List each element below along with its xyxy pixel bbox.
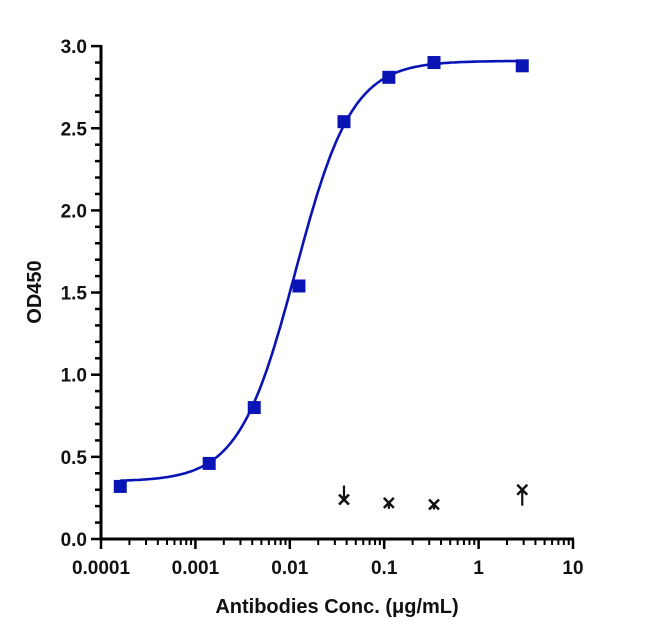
y-tick-label: 2.5 — [61, 119, 88, 140]
data-point-square — [337, 115, 351, 129]
x-tick-label: 0.1 — [371, 558, 398, 579]
data-point-square — [247, 401, 261, 415]
data-point-x — [382, 496, 395, 509]
data-points-control — [338, 483, 529, 511]
y-tick-label: 3.0 — [61, 37, 87, 58]
x-axis-title: Antibodies Conc. (μg/mL) — [215, 596, 458, 618]
y-tick-label: 2.0 — [61, 201, 87, 222]
data-points-antibody — [113, 56, 529, 493]
data-point-x — [338, 485, 350, 506]
data-point-x — [516, 483, 529, 506]
x-tick-label: 0.001 — [172, 558, 220, 579]
x-tick-label: 0.01 — [271, 558, 308, 579]
y-axis-tick-labels: 0.0 0.5 1.0 1.5 2.0 2.5 3.0 — [61, 37, 88, 551]
y-tick-label: 0.0 — [61, 530, 87, 551]
data-point-square — [292, 279, 306, 293]
fit-curve — [120, 59, 523, 482]
data-point-square — [382, 70, 396, 84]
data-point-square — [202, 456, 216, 470]
data-point-square — [515, 59, 529, 73]
x-tick-label: 1 — [473, 558, 484, 579]
y-tick-label: 0.5 — [61, 448, 88, 469]
data-point-square — [113, 479, 127, 493]
y-tick-label: 1.5 — [61, 284, 88, 305]
data-point-square — [427, 56, 441, 70]
data-point-x — [428, 498, 440, 511]
x-axis-tick-labels: 0.0001 0.001 0.01 0.1 1 10 — [72, 558, 584, 579]
x-tick-label: 10 — [562, 558, 583, 579]
y-tick-label: 1.0 — [61, 366, 87, 387]
x-tick-label: 0.0001 — [72, 558, 131, 579]
y-axis-title: OD450 — [24, 260, 46, 323]
